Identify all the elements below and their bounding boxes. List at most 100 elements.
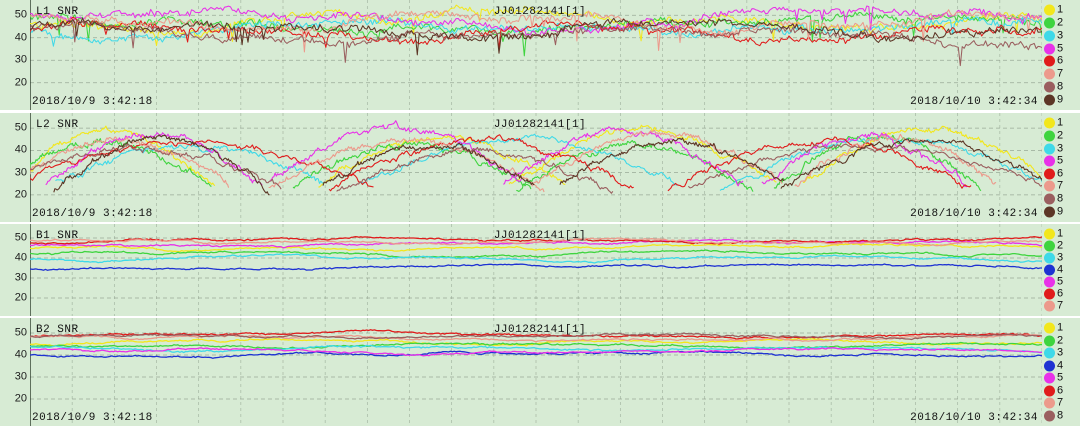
- legend-item-4[interactable]: 4: [1044, 360, 1063, 372]
- legend-item-9[interactable]: 9: [1044, 205, 1064, 218]
- timestamp-end: 2018/10/10 3:42:34: [910, 412, 1038, 424]
- panel-center-title: JJ01282141[1]: [493, 119, 587, 131]
- y-axis: 50 40 30 20: [0, 0, 30, 110]
- legend-item-1[interactable]: 1: [1044, 227, 1064, 240]
- snr-traces: [29, 4, 1043, 67]
- trace-3: [55, 143, 326, 184]
- y-tick-label: 40: [14, 143, 27, 156]
- legend-label: 4: [1057, 263, 1064, 276]
- legend-item-4[interactable]: 4: [1044, 263, 1064, 276]
- legend-label: 7: [1057, 396, 1064, 409]
- legend-color-swatch-icon: [1044, 264, 1055, 276]
- legend-item-6[interactable]: 6: [1044, 385, 1063, 397]
- trace-1: [29, 242, 1043, 253]
- legend-label: 6: [1057, 287, 1064, 300]
- trace-2: [29, 341, 1042, 350]
- legend-color-swatch-icon: [1044, 17, 1055, 29]
- y-tick-label: 40: [14, 251, 27, 264]
- grid-lines: [29, 224, 1043, 316]
- trace-7: [30, 333, 1043, 343]
- y-tick-label: 20: [14, 291, 27, 304]
- legend-color-swatch-icon: [1044, 385, 1055, 397]
- legend-item-3[interactable]: 3: [1044, 30, 1063, 42]
- legend-item-7[interactable]: 7: [1044, 67, 1064, 80]
- legend-item-5[interactable]: 5: [1044, 276, 1063, 288]
- legend-label: 5: [1057, 154, 1064, 167]
- panel-series-label: B2 SNR: [36, 324, 79, 336]
- panel-b1-snr[interactable]: 50 40 30 20 1 2 3 4 5 6 7 B1 SNR JJ01282141[1]: [0, 224, 1080, 316]
- legend-label: 1: [1057, 321, 1064, 334]
- legend-item-7[interactable]: 7: [1044, 396, 1064, 409]
- legend-item-7[interactable]: 7: [1044, 179, 1064, 192]
- y-axis: 50 40 30 20: [0, 318, 30, 426]
- legend-color-swatch-icon: [1044, 397, 1055, 409]
- panel-l2-snr[interactable]: 50 40 30 20 1 2 3 5 6 7 8 9 L2 SNR JJ01282141[1] 2018/…: [0, 113, 1080, 222]
- legend-color-swatch-icon: [1044, 206, 1055, 218]
- trace-9: [53, 134, 270, 196]
- legend-item-8[interactable]: 8: [1044, 81, 1063, 93]
- legend-item-1[interactable]: 1: [1044, 3, 1064, 16]
- trace-3: [29, 15, 1043, 47]
- legend-label: 2: [1057, 16, 1064, 29]
- trace-8: [687, 143, 1043, 189]
- trace-3: [29, 252, 1043, 264]
- legend-item-1[interactable]: 1: [1044, 117, 1063, 129]
- legend-color-swatch-icon: [1044, 30, 1055, 42]
- legend-item-2[interactable]: 2: [1044, 239, 1064, 252]
- legend-item-7[interactable]: 7: [1044, 299, 1064, 312]
- legend-item-2[interactable]: 2: [1044, 335, 1063, 347]
- trace-2: [29, 249, 1043, 259]
- trace-4: [29, 350, 1043, 359]
- legend-item-5[interactable]: 5: [1044, 43, 1063, 55]
- legend-color-swatch-icon: [1044, 322, 1055, 334]
- trace-8: [29, 332, 1043, 341]
- legend-label: 1: [1057, 227, 1064, 240]
- legend-item-6[interactable]: 6: [1044, 287, 1064, 300]
- legend-color-swatch-icon: [1044, 117, 1055, 129]
- trace-8: [336, 146, 614, 194]
- legend-item-2[interactable]: 2: [1044, 16, 1064, 29]
- legend-item-2[interactable]: 2: [1044, 130, 1063, 142]
- legend-label: 7: [1057, 179, 1064, 192]
- legend-item-3[interactable]: 3: [1044, 252, 1063, 264]
- legend-item-5[interactable]: 5: [1044, 154, 1064, 167]
- trace-5: [503, 126, 744, 187]
- trace-1: [29, 4, 1043, 47]
- legend-item-6[interactable]: 6: [1044, 55, 1063, 67]
- legend-label: 7: [1057, 299, 1064, 312]
- legend-label: 7: [1057, 67, 1064, 80]
- panel-series-label: L1 SNR: [36, 6, 79, 18]
- legend-color-swatch-icon: [1044, 240, 1055, 252]
- legend-color-swatch-icon: [1044, 180, 1055, 192]
- legend-item-3[interactable]: 3: [1044, 143, 1063, 155]
- legend-item-8[interactable]: 8: [1044, 410, 1063, 422]
- legend-label: 8: [1057, 192, 1064, 205]
- legend-item-5[interactable]: 5: [1044, 372, 1063, 384]
- legend-item-6[interactable]: 6: [1044, 168, 1063, 180]
- panel-center-title: JJ01282141[1]: [493, 6, 587, 18]
- legend-item-1[interactable]: 1: [1044, 321, 1064, 334]
- legend-item-8[interactable]: 8: [1044, 192, 1064, 205]
- panel-b2-snr[interactable]: 50 40 30 20 1 2 3 4 5 6 7 8 B2 SNR JJ01282141[1] 2018/…: [0, 318, 1080, 426]
- legend-label: 1: [1057, 3, 1064, 16]
- legend-label: 2: [1057, 239, 1064, 252]
- legend-label: 9: [1057, 205, 1064, 218]
- legend-color-swatch-icon: [1044, 4, 1055, 16]
- trace-8: [29, 143, 282, 190]
- legend-item-9[interactable]: 9: [1044, 94, 1063, 106]
- trace-7: [29, 136, 230, 188]
- y-tick-label: 20: [14, 76, 27, 89]
- panel-center-title: JJ01282141[1]: [493, 230, 587, 242]
- y-tick-label: 50: [14, 8, 27, 21]
- legend-item-3[interactable]: 3: [1044, 346, 1064, 359]
- y-tick-label: 40: [14, 31, 27, 44]
- trace-6: [328, 134, 634, 192]
- y-tick-label: 50: [14, 326, 27, 339]
- legend-label: 3: [1057, 346, 1064, 359]
- y-tick-label: 50: [14, 121, 27, 134]
- panel-l1-snr[interactable]: 50 40 30 20 1 2 3 5 6 7 8 9 L1 SNR JJ01282141[1] 2018/…: [0, 0, 1080, 110]
